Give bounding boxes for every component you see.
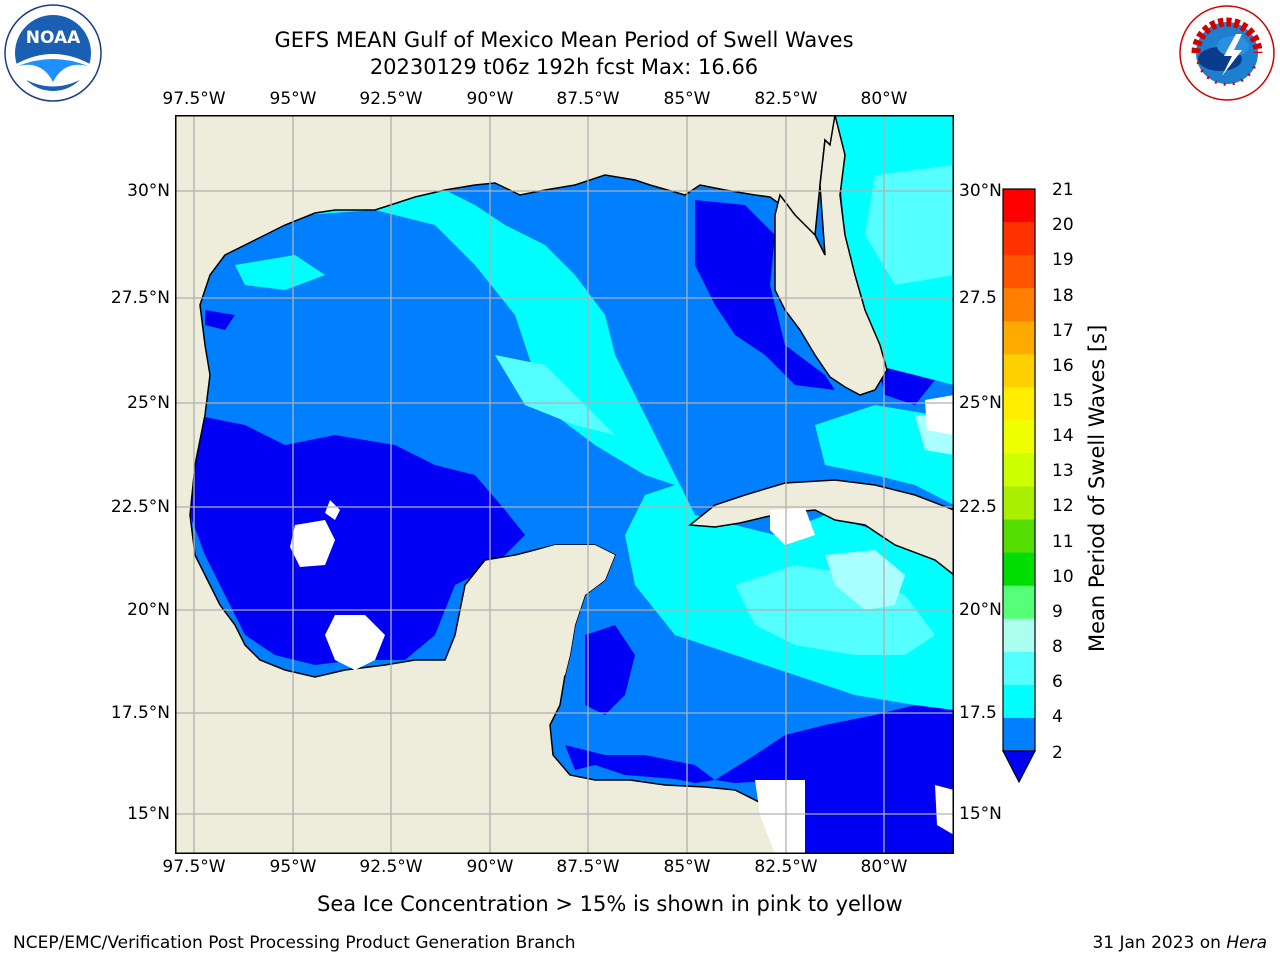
lon-label-bottom: 92.5°W <box>359 857 423 877</box>
footer-date: 31 Jan 2023 on <box>1092 933 1227 953</box>
lon-label-bottom: 95°W <box>269 857 317 877</box>
lat-label-right: 22.5 <box>959 497 997 517</box>
colorbar-tick: 18 <box>1052 286 1074 306</box>
lat-label-right: 27.5 <box>959 288 997 308</box>
lon-label-top: 92.5°W <box>359 89 423 109</box>
lat-label-left: 22.5°N <box>110 497 170 517</box>
colorbar-extend-min <box>1002 750 1036 784</box>
lon-label-bottom: 97.5°W <box>162 857 226 877</box>
lon-label-bottom: 87.5°W <box>556 857 620 877</box>
lat-label-right: 25°N <box>959 393 1002 413</box>
lon-label-top: 90°W <box>466 89 514 109</box>
colorbar-tick: 4 <box>1052 707 1063 727</box>
lon-label-bottom: 82.5°W <box>754 857 818 877</box>
lat-label-left: 27.5°N <box>110 288 170 308</box>
colorbar-swatch <box>1003 222 1035 256</box>
lat-label-right: 30°N <box>959 181 1002 201</box>
land-layer <box>174 114 955 855</box>
missing-data <box>290 395 954 854</box>
lat-label-left: 30°N <box>127 181 170 201</box>
colorbar-swatch <box>1003 486 1035 521</box>
map-plot <box>174 114 955 855</box>
colorbar-tick: 14 <box>1052 426 1074 446</box>
map-frame <box>175 115 954 854</box>
colorbar-swatch <box>1003 288 1035 322</box>
lon-label-bottom: 80°W <box>860 857 908 877</box>
title-line-2: 20230129 t06z 192h fcst Max: 16.66 <box>369 55 759 79</box>
colorbar-tick: 9 <box>1052 602 1063 622</box>
colorbar-swatch <box>1003 255 1035 289</box>
colorbar-tick: 2 <box>1052 743 1063 763</box>
lon-label-top: 97.5°W <box>162 89 226 109</box>
colorbar-swatch <box>1003 354 1035 388</box>
lon-label-top: 85°W <box>663 89 711 109</box>
lat-label-left: 15°N <box>127 804 170 824</box>
lat-label-right: 15°N <box>959 804 1002 824</box>
colorbar <box>1000 186 1040 786</box>
colorbar-tick: 13 <box>1052 461 1074 481</box>
lon-label-top: 80°W <box>860 89 908 109</box>
colorbar-swatch <box>1003 585 1035 620</box>
lat-label-right: 17.5 <box>959 703 997 723</box>
lat-label-left: 25°N <box>127 393 170 413</box>
lon-label-bottom: 90°W <box>466 857 514 877</box>
lon-label-top: 95°W <box>269 89 317 109</box>
colorbar-tick: 21 <box>1052 180 1074 200</box>
lat-label-right: 20°N <box>959 600 1002 620</box>
colorbar-swatch <box>1003 420 1035 455</box>
nws-logo <box>1178 4 1276 102</box>
colorbar-tick: 10 <box>1052 567 1074 587</box>
colorbar-tick: 15 <box>1052 391 1074 411</box>
sea-ice-note: Sea Ice Concentration > 15% is shown in … <box>317 892 903 916</box>
colorbar-swatch <box>1003 717 1035 752</box>
colorbar-label: Mean Period of Swell Waves [s] <box>1085 324 1109 652</box>
colorbar-tick: 17 <box>1052 321 1074 341</box>
footer-credit: NCEP/EMC/Verification Post Processing Pr… <box>13 933 576 953</box>
lon-label-top: 82.5°W <box>754 89 818 109</box>
colorbar-tick: 20 <box>1052 215 1074 235</box>
lat-label-left: 20°N <box>127 600 170 620</box>
colorbar-swatches <box>1003 189 1035 752</box>
colorbar-tick: 19 <box>1052 250 1074 270</box>
lon-label-top: 87.5°W <box>556 89 620 109</box>
colorbar-swatch <box>1003 387 1035 422</box>
swell-layer-2-4 <box>190 200 954 854</box>
graticule <box>175 115 954 854</box>
noaa-logo-text: NOAA <box>26 28 81 48</box>
map-panel <box>174 114 955 855</box>
colorbar-swatch <box>1003 684 1035 719</box>
colorbar-swatch <box>1003 618 1035 653</box>
colorbar-swatch <box>1003 519 1035 554</box>
colorbar-swatch <box>1003 651 1035 686</box>
colorbar-swatch <box>1003 321 1035 355</box>
colorbar-tick: 8 <box>1052 637 1063 657</box>
colorbar-tick: 6 <box>1052 672 1063 692</box>
footer-timestamp: 31 Jan 2023 on Hera <box>1092 933 1267 953</box>
colorbar-tick: 12 <box>1052 496 1074 516</box>
lon-label-bottom: 85°W <box>663 857 711 877</box>
colorbar-tick: 11 <box>1052 532 1074 552</box>
footer-host: Hera <box>1226 933 1267 953</box>
colorbar-swatch <box>1003 453 1035 488</box>
colorbar-tick: 16 <box>1052 356 1074 376</box>
title-line-1: GEFS MEAN Gulf of Mexico Mean Period of … <box>274 28 854 52</box>
colorbar-swatch <box>1003 552 1035 587</box>
colorbar-swatch <box>1003 189 1035 223</box>
lat-label-left: 17.5°N <box>110 703 170 723</box>
noaa-logo: NOAA <box>4 4 102 102</box>
